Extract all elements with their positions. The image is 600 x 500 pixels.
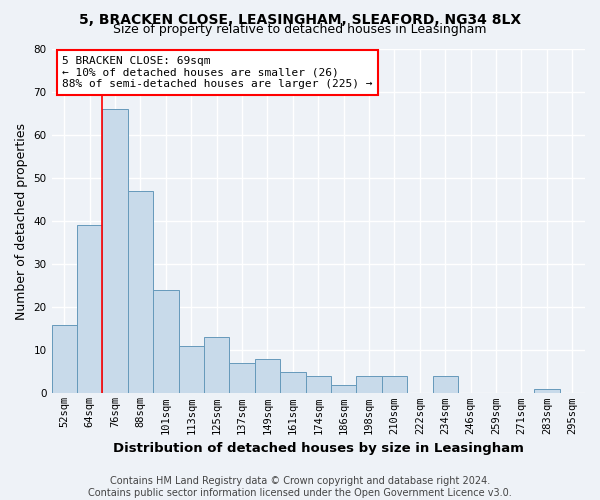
Text: Size of property relative to detached houses in Leasingham: Size of property relative to detached ho… <box>113 22 487 36</box>
Text: Contains HM Land Registry data © Crown copyright and database right 2024.
Contai: Contains HM Land Registry data © Crown c… <box>88 476 512 498</box>
Bar <box>103 110 128 394</box>
X-axis label: Distribution of detached houses by size in Leasingham: Distribution of detached houses by size … <box>113 442 524 455</box>
Bar <box>153 290 179 394</box>
Bar <box>305 376 331 394</box>
Y-axis label: Number of detached properties: Number of detached properties <box>15 122 28 320</box>
Bar <box>52 324 77 394</box>
Bar <box>382 376 407 394</box>
Bar <box>229 364 255 394</box>
Bar <box>356 376 382 394</box>
Bar <box>255 359 280 394</box>
Bar <box>280 372 305 394</box>
Bar <box>128 191 153 394</box>
Bar <box>204 338 229 394</box>
Bar <box>433 376 458 394</box>
Bar <box>331 385 356 394</box>
Bar <box>77 226 103 394</box>
Bar <box>534 389 560 394</box>
Text: 5 BRACKEN CLOSE: 69sqm
← 10% of detached houses are smaller (26)
88% of semi-det: 5 BRACKEN CLOSE: 69sqm ← 10% of detached… <box>62 56 373 89</box>
Text: 5, BRACKEN CLOSE, LEASINGHAM, SLEAFORD, NG34 8LX: 5, BRACKEN CLOSE, LEASINGHAM, SLEAFORD, … <box>79 12 521 26</box>
Bar <box>179 346 204 394</box>
